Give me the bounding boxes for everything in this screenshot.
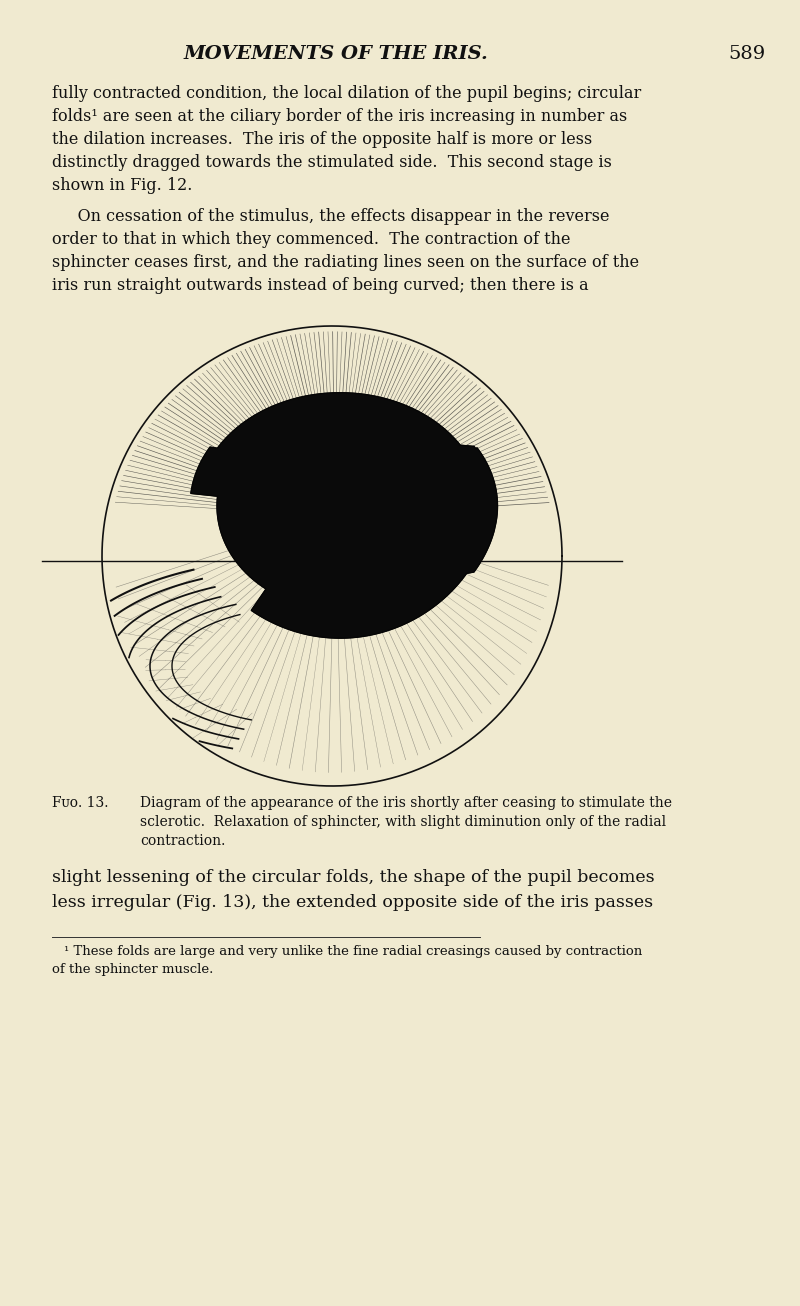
Text: contraction.: contraction. bbox=[140, 835, 226, 848]
Polygon shape bbox=[191, 393, 498, 639]
Text: sclerotic.  Relaxation of sphincter, with slight diminution only of the radial: sclerotic. Relaxation of sphincter, with… bbox=[140, 815, 666, 829]
Text: sphincter ceases first, and the radiating lines seen on the surface of the: sphincter ceases first, and the radiatin… bbox=[52, 253, 639, 272]
Text: less irregular (Fig. 13), the extended opposite side of the iris passes: less irregular (Fig. 13), the extended o… bbox=[52, 895, 653, 912]
Text: Fᴜᴏ. 13.: Fᴜᴏ. 13. bbox=[52, 795, 109, 810]
Text: MOVEMENTS OF THE IRIS.: MOVEMENTS OF THE IRIS. bbox=[184, 44, 488, 63]
Text: iris run straight outwards instead of being curved; then there is a: iris run straight outwards instead of be… bbox=[52, 277, 589, 294]
Text: shown in Fig. 12.: shown in Fig. 12. bbox=[52, 178, 192, 195]
Text: 589: 589 bbox=[728, 44, 766, 63]
Text: distinctly dragged towards the stimulated side.  This second stage is: distinctly dragged towards the stimulate… bbox=[52, 154, 612, 171]
Text: folds¹ are seen at the ciliary border of the iris increasing in number as: folds¹ are seen at the ciliary border of… bbox=[52, 108, 627, 125]
Text: the dilation increases.  The iris of the opposite half is more or less: the dilation increases. The iris of the … bbox=[52, 131, 592, 148]
Text: fully contracted condition, the local dilation of the pupil begins; circular: fully contracted condition, the local di… bbox=[52, 85, 642, 102]
Text: Diagram of the appearance of the iris shortly after ceasing to stimulate the: Diagram of the appearance of the iris sh… bbox=[140, 795, 672, 810]
Text: of the sphincter muscle.: of the sphincter muscle. bbox=[52, 963, 214, 976]
Text: ¹ These folds are large and very unlike the fine radial creasings caused by cont: ¹ These folds are large and very unlike … bbox=[64, 944, 642, 957]
Text: order to that in which they commenced.  The contraction of the: order to that in which they commenced. T… bbox=[52, 231, 570, 248]
Text: slight lessening of the circular folds, the shape of the pupil becomes: slight lessening of the circular folds, … bbox=[52, 868, 654, 885]
Text: On cessation of the stimulus, the effects disappear in the reverse: On cessation of the stimulus, the effect… bbox=[52, 208, 610, 225]
